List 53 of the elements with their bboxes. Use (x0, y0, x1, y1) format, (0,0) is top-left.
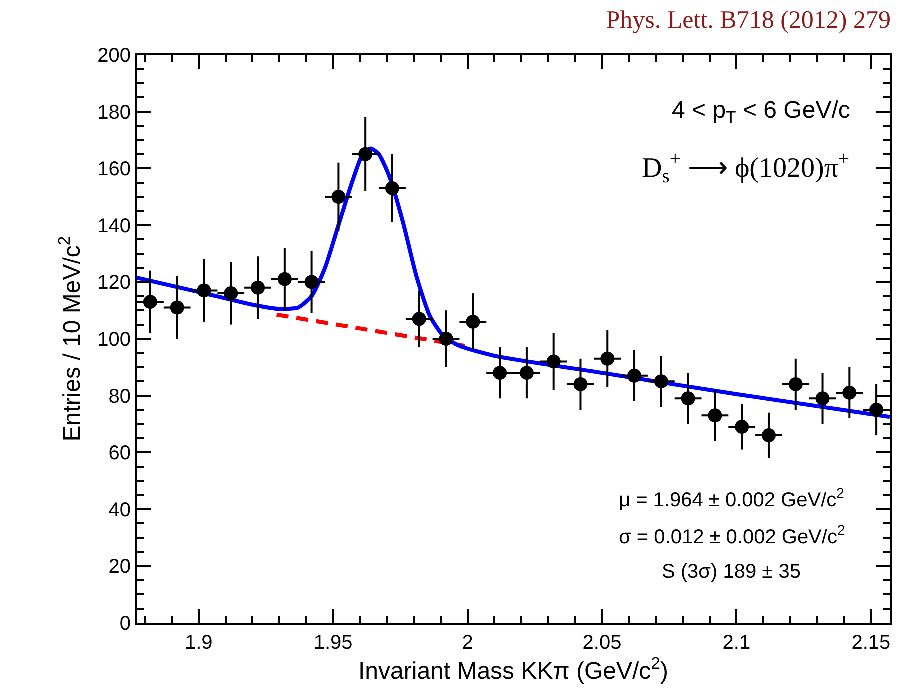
y-tick-label: 60 (108, 442, 131, 465)
point (842, 386, 857, 400)
point (654, 374, 668, 389)
point (628, 368, 642, 383)
point (251, 280, 266, 295)
x-tick-label: 2 (462, 632, 474, 654)
point (762, 428, 776, 443)
point (735, 420, 750, 434)
chart-title: Phys. Lett. B718 (2012) 279 (606, 6, 891, 34)
y-tick-label: 0 (120, 613, 131, 635)
point (197, 284, 212, 298)
point (385, 181, 400, 196)
y-tick-label: 140 (98, 215, 131, 238)
y-tick-label: 160 (98, 158, 131, 181)
annotation: μ = 1.964 ± 0.002 GeV/c$^{2}$ (619, 485, 845, 512)
annotation: σ = 0.012 ± 0.002 GeV/c$^{2}$ (619, 522, 846, 548)
point (439, 332, 454, 346)
x-axis-title: Invariant Mass KKπ (GeV/c$^{2}$) (358, 654, 668, 686)
point (708, 408, 722, 423)
x-tick-label: 1.9 (184, 632, 213, 654)
annotation: 4 < p$_{T}$ < 6 GeV/c (672, 97, 850, 128)
x-tick-label: 2.15 (852, 632, 891, 654)
x-tick-label: 1.95 (314, 632, 353, 654)
y-tick-label: 40 (108, 499, 131, 522)
point (788, 377, 803, 392)
y-tick-label: 80 (108, 386, 131, 408)
point (681, 392, 696, 406)
annotation: S (3σ) 189 ± 35 (662, 561, 801, 583)
y-tick-label: 200 (98, 45, 131, 67)
point (816, 392, 830, 406)
point (278, 272, 292, 286)
point (466, 314, 480, 329)
y-tick-label: 20 (108, 556, 131, 578)
point (520, 366, 534, 380)
y-tick-label: 180 (98, 102, 131, 124)
x-tick-label: 2.05 (582, 632, 622, 654)
point (224, 286, 238, 301)
line-series (137, 146, 890, 420)
point (870, 403, 884, 417)
x-tick-label: 2.1 (722, 632, 751, 654)
annotation: D$_{s}$$^{+}$ ⟶ ϕ(1020)π$^{+}$ (642, 149, 850, 188)
point (412, 312, 426, 326)
y-tick-label: 100 (98, 329, 131, 351)
y-tick-label: 120 (98, 272, 131, 294)
point (546, 354, 561, 369)
point (574, 377, 588, 392)
point (332, 190, 346, 204)
point (304, 275, 319, 290)
point (358, 147, 373, 162)
point (600, 352, 615, 366)
point (493, 366, 508, 380)
point (143, 295, 158, 310)
point (170, 300, 184, 315)
